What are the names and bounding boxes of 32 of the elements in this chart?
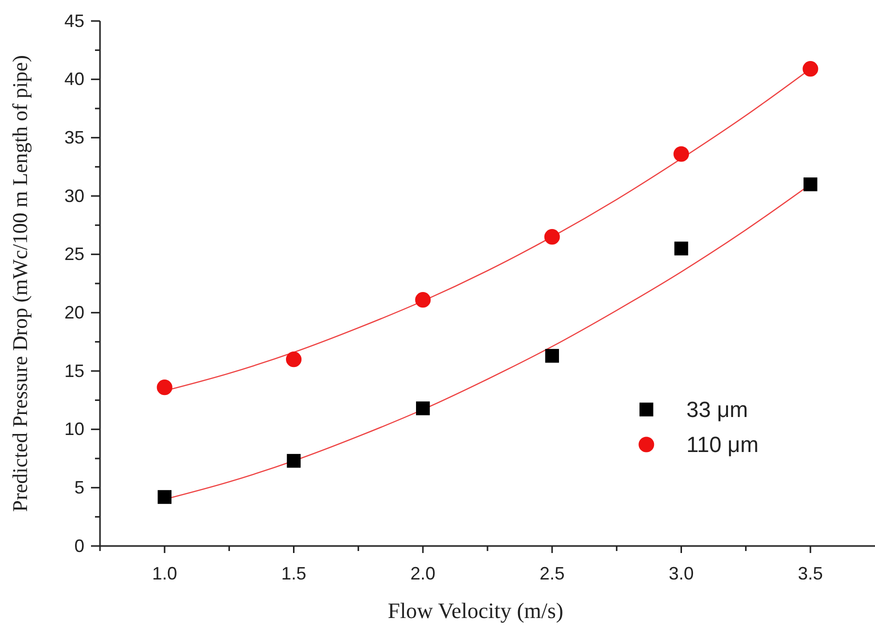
x-tick-label: 2.5 [540,563,565,584]
text: 1.0 [152,563,178,584]
point [544,229,560,245]
x-tick-label: 3.5 [798,563,823,584]
x-tick-label: 2.0 [410,563,436,584]
point [415,292,431,308]
point [156,380,172,396]
x-tick-label: 1.5 [281,563,306,584]
point [804,177,818,192]
y-tick-label: 45 [64,10,84,31]
y-tick-label: 5 [74,477,84,498]
y-tick-label: 0 [74,536,84,556]
point [286,454,301,468]
point [416,401,430,416]
y-axis-title: Predicted Pressure Drop (mWc/100 m Length of pipe) [8,55,32,512]
y-tick-label: 20 [64,302,84,322]
y-tick-label: 35 [64,127,84,148]
point [802,61,818,77]
point [158,490,172,504]
point [673,146,690,162]
point [674,242,688,256]
y-tick-label: 40 [64,69,84,90]
y-tick-label: 15 [64,360,84,381]
point [286,352,302,368]
y-tick-label: 10 [64,419,84,440]
legend-label: 33 μm [686,397,748,422]
legend-label: 110 μm [686,432,759,458]
x-tick-label: 3.0 [668,563,694,584]
y-tick-label: 30 [64,186,84,206]
point [545,348,559,363]
y-tick-label: 25 [64,244,84,264]
x-axis-title: Flow Velocity (m/s) [388,598,564,623]
